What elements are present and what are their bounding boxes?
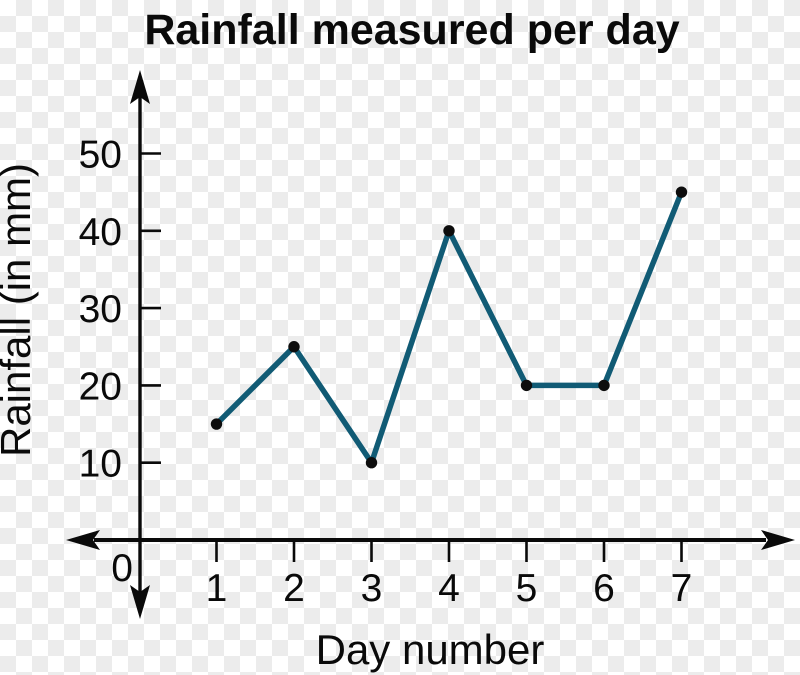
data-point (288, 341, 300, 353)
data-point (520, 379, 533, 392)
x-tick-label: 3 (361, 567, 383, 610)
x-ticks: 1 2 3 4 5 6 7 (206, 540, 693, 610)
rainfall-series (210, 186, 688, 469)
x-tick-label: 6 (593, 567, 615, 610)
data-point (598, 379, 610, 392)
y-tick-label: 50 (79, 134, 122, 177)
y-tick-label: 30 (79, 288, 122, 331)
x-axis-left-arrowhead (66, 530, 100, 550)
origin-tick-label: 0 (111, 547, 133, 590)
x-tick-label: 1 (206, 567, 228, 610)
y-axis: 10 20 30 40 50 (79, 70, 161, 619)
x-axis-right-arrowhead (761, 530, 795, 550)
y-ticks: 10 20 30 40 50 (79, 134, 161, 486)
y-tick-label: 40 (79, 211, 122, 254)
y-tick-label: 10 (79, 443, 122, 486)
y-axis-down-arrowhead (130, 585, 150, 619)
y-tick-label: 20 (79, 365, 122, 408)
x-tick-label: 4 (438, 567, 460, 610)
data-point (443, 225, 455, 237)
chart-title: Rainfall measured per day (144, 6, 679, 54)
x-tick-label: 7 (671, 567, 693, 610)
x-axis: 1 2 3 4 5 6 7 (66, 530, 795, 610)
y-axis-up-arrowhead (130, 70, 150, 104)
data-point (675, 186, 688, 198)
y-axis-label: Rainfall (in mm) (0, 163, 39, 457)
data-point (210, 418, 223, 430)
x-axis-label: Day number (316, 626, 545, 673)
x-tick-label: 2 (283, 567, 305, 610)
x-tick-label: 5 (516, 567, 538, 610)
data-point (365, 457, 378, 469)
